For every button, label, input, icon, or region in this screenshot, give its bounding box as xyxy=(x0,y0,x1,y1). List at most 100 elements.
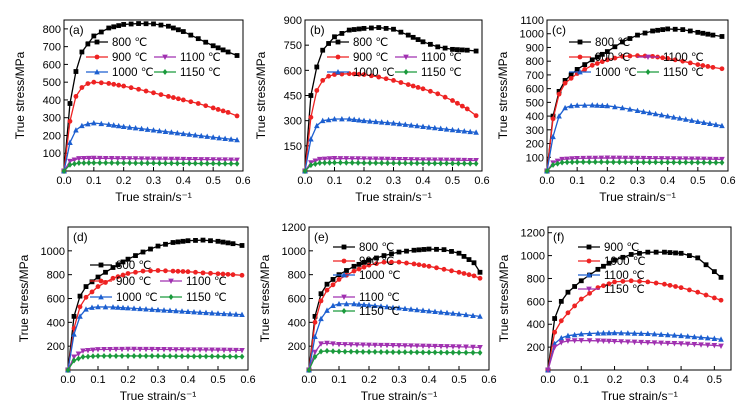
data-point xyxy=(215,271,221,277)
data-point xyxy=(635,32,640,38)
data-point xyxy=(143,21,149,27)
x-axis-label: True strain/s⁻¹ xyxy=(601,389,678,403)
data-point xyxy=(461,253,467,259)
data-point xyxy=(391,160,396,167)
data-point xyxy=(312,161,318,168)
data-point xyxy=(638,339,644,346)
data-point xyxy=(372,342,378,349)
data-point xyxy=(221,310,227,317)
x-tick-label: 0.2 xyxy=(120,374,135,386)
data-point xyxy=(620,53,625,59)
data-point xyxy=(638,330,644,336)
data-point xyxy=(652,110,659,117)
data-point xyxy=(77,304,83,310)
series-line xyxy=(67,355,243,371)
y-tick-label: 900 xyxy=(526,42,544,54)
data-point xyxy=(65,367,71,373)
x-tick-label: 0.0 xyxy=(301,374,316,386)
data-point xyxy=(170,95,176,100)
data-point xyxy=(332,159,337,166)
legend-label: 1100 ℃ xyxy=(663,52,704,64)
data-point xyxy=(700,30,706,36)
data-point xyxy=(684,333,691,339)
x-tick-label: 0.5 xyxy=(451,374,466,386)
data-point xyxy=(120,156,127,162)
data-point xyxy=(228,160,234,167)
data-point xyxy=(659,159,665,166)
data-point xyxy=(450,98,455,103)
data-point xyxy=(426,160,432,167)
data-point xyxy=(132,156,139,162)
series-line xyxy=(67,348,243,371)
data-point xyxy=(125,256,131,262)
data-point xyxy=(163,268,168,274)
data-point xyxy=(552,329,558,335)
data-point xyxy=(326,41,331,46)
data-point xyxy=(161,347,167,353)
data-point xyxy=(598,159,604,166)
data-point xyxy=(586,338,593,344)
data-point xyxy=(396,120,403,127)
data-point xyxy=(361,156,367,162)
y-axis-label: True stress/MPa xyxy=(258,254,272,342)
data-point xyxy=(718,336,724,342)
data-point xyxy=(601,263,606,269)
data-point xyxy=(470,349,476,356)
data-point xyxy=(420,86,426,92)
legend-marker xyxy=(577,54,583,60)
y-tick-label: 700 xyxy=(526,70,544,82)
series-5 xyxy=(65,352,245,373)
data-point xyxy=(671,341,678,347)
data-point xyxy=(95,303,101,310)
data-point xyxy=(426,263,432,269)
data-point xyxy=(163,241,168,247)
data-point xyxy=(667,282,673,288)
x-tick-label: 0.4 xyxy=(673,374,688,386)
data-point xyxy=(91,155,97,162)
data-point xyxy=(89,304,95,310)
data-point xyxy=(344,268,349,273)
data-point xyxy=(312,319,318,325)
data-point xyxy=(327,159,332,166)
data-point xyxy=(704,342,711,349)
data-point xyxy=(222,160,228,167)
data-point xyxy=(664,331,671,338)
plot-frame xyxy=(304,19,483,172)
data-point xyxy=(354,348,360,355)
x-tick-label: 0.6 xyxy=(474,175,489,187)
data-point xyxy=(200,270,206,276)
data-point xyxy=(565,338,571,344)
legend-label: 1000 ℃ xyxy=(595,67,637,79)
data-point xyxy=(76,355,81,362)
data-point xyxy=(604,49,610,54)
data-point xyxy=(710,32,716,38)
data-point xyxy=(718,343,724,349)
data-point xyxy=(402,121,409,127)
data-point xyxy=(653,249,659,255)
data-point xyxy=(402,349,408,356)
data-point xyxy=(204,133,210,139)
data-point xyxy=(435,91,441,97)
data-point xyxy=(680,27,686,33)
data-point xyxy=(396,249,402,255)
y-tick-label: 400 xyxy=(527,319,545,331)
data-point xyxy=(376,25,382,30)
data-point xyxy=(682,116,689,122)
data-point xyxy=(672,57,678,63)
data-point xyxy=(612,279,617,285)
x-tick-label: 0.1 xyxy=(331,374,346,386)
series-line xyxy=(546,28,723,172)
plot-frame xyxy=(546,19,729,172)
data-point xyxy=(220,239,226,245)
data-point xyxy=(120,259,126,265)
data-point xyxy=(680,58,686,64)
data-point xyxy=(143,306,149,312)
data-point xyxy=(198,160,204,167)
data-point xyxy=(119,352,125,359)
legend-label: 1000 ℃ xyxy=(116,292,158,304)
legend-marker xyxy=(94,69,100,75)
y-tick-label: 100 xyxy=(43,148,61,160)
data-point xyxy=(646,109,653,116)
data-point xyxy=(397,160,402,167)
data-point xyxy=(366,262,372,268)
